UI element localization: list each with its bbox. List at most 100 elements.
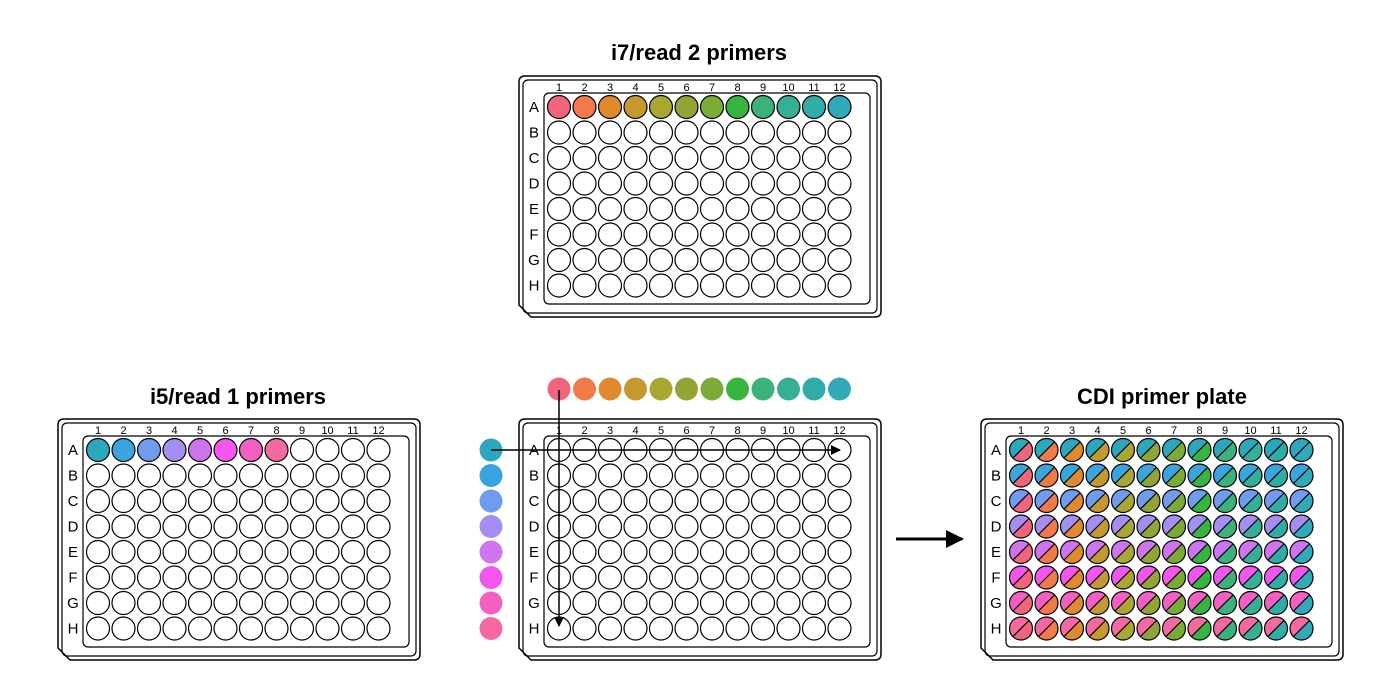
- cdi-well-i7-half: [1114, 569, 1135, 589]
- i7-well: [674, 196, 699, 222]
- cdi-well-i7-half: [1140, 620, 1160, 640]
- i7-column-label: 7: [709, 82, 715, 94]
- i5-well: [187, 437, 213, 463]
- i7-strip-dot: [700, 377, 724, 401]
- cdi-well-i5-half: [1035, 464, 1055, 484]
- cdi-well: [1187, 590, 1212, 616]
- i5-well: [264, 437, 289, 463]
- mix-well: [597, 514, 623, 539]
- cdi-well-divider: [1139, 517, 1158, 536]
- i5-column-label: 7: [248, 425, 254, 437]
- cdi-well-outline: [1289, 565, 1314, 590]
- i7-well: [750, 120, 776, 145]
- cdi-column-label: 7: [1171, 425, 1177, 437]
- cdi-well-i7-half: [1267, 594, 1288, 615]
- cdi-well-i7-half: [1267, 441, 1288, 462]
- mix-well: [597, 590, 623, 616]
- mix-well: [623, 463, 648, 488]
- i7-strip-dot: [573, 377, 596, 401]
- cdi-well-divider: [1165, 517, 1183, 536]
- i7-well: [776, 196, 801, 222]
- cdi-well-divider: [1241, 543, 1260, 561]
- cdi-well-i7-half: [1140, 467, 1160, 487]
- cdi-well: [1212, 437, 1238, 463]
- i5-well: [340, 539, 366, 565]
- i5-well: [85, 590, 111, 616]
- cdi-well-divider: [1063, 568, 1081, 587]
- cdi-well: [1110, 463, 1136, 488]
- mix-column-label: 2: [581, 425, 587, 437]
- cdi-well: [1110, 590, 1136, 616]
- cdi-well-i5-half: [1264, 617, 1285, 637]
- cdi-well-i5-half: [1035, 617, 1055, 637]
- i5-well: [136, 539, 162, 565]
- mix-column-label: 4: [632, 425, 638, 437]
- i7-well: [623, 196, 648, 222]
- cdi-well-divider: [1241, 441, 1260, 459]
- cdi-plate-rim: [984, 422, 1340, 657]
- cdi-well-divider: [1267, 594, 1285, 612]
- cdi-well-outline: [1187, 590, 1212, 616]
- i7-column-label: 8: [734, 82, 740, 94]
- cdi-well: [1238, 616, 1263, 641]
- cdi-well-outline: [1136, 488, 1161, 514]
- cdi-well: [1136, 590, 1161, 616]
- cdi-well: [1110, 488, 1136, 514]
- cdi-well-divider: [1292, 517, 1311, 536]
- cdi-well: [1212, 488, 1238, 514]
- cdi-well-i7-half: [1191, 467, 1211, 487]
- cdi-well-divider: [1114, 619, 1132, 638]
- i7-well: [750, 171, 776, 196]
- i7-well: [674, 94, 699, 120]
- i5-column-label: 12: [372, 425, 384, 437]
- cdi-well: [1289, 590, 1314, 616]
- i7-well: [648, 145, 674, 171]
- cdi-well: [1110, 539, 1136, 565]
- mix-well: [623, 590, 648, 616]
- cdi-well: [1238, 514, 1263, 539]
- cdi-well-i7-half: [1038, 620, 1058, 640]
- i7-well: [725, 196, 750, 222]
- i5-well: [264, 514, 289, 539]
- cdi-well-divider: [1292, 619, 1311, 638]
- mix-well: [597, 565, 623, 590]
- i5-well: [162, 565, 187, 590]
- cdi-well-i7-half: [1191, 543, 1211, 564]
- cdi-row-label: E: [991, 544, 1001, 561]
- i7-well: [776, 247, 801, 273]
- cdi-well: [1008, 590, 1034, 616]
- cdi-well-i5-half: [1290, 438, 1310, 459]
- cdi-well-i7-half: [1012, 467, 1033, 487]
- cdi-well-i7-half: [1089, 518, 1109, 538]
- i5-plate-rim: [61, 422, 417, 657]
- cdi-well-i5-half: [1290, 617, 1310, 637]
- cdi-well-outline: [1110, 488, 1136, 514]
- i5-well: [85, 514, 111, 539]
- cdi-well-i7-half: [1038, 441, 1058, 462]
- i7-color-strip: [547, 377, 851, 401]
- cdi-well-divider: [1292, 492, 1311, 510]
- cdi-well-divider: [1165, 594, 1183, 612]
- cdi-well-divider: [1063, 517, 1081, 536]
- cdi-well-divider: [1216, 492, 1234, 510]
- cdi-well-i7-half: [1242, 569, 1262, 589]
- cdi-well: [1008, 437, 1034, 463]
- cdi-well: [1136, 463, 1161, 488]
- cdi-well-divider: [1037, 594, 1056, 612]
- mix-column-label: 10: [782, 425, 794, 437]
- cdi-well-divider: [1267, 543, 1285, 561]
- cdi-well-divider: [1088, 619, 1107, 638]
- cdi-well-i5-half: [1290, 464, 1310, 484]
- mix-well: [827, 488, 852, 514]
- i5-well: [315, 488, 340, 514]
- cdi-well-i7-half: [1191, 620, 1211, 640]
- cdi-well-i7-half: [1293, 569, 1313, 589]
- i5-column-label: 1: [95, 425, 101, 437]
- dispense-arrows: [491, 390, 841, 627]
- mix-well: [801, 616, 827, 641]
- i7-well: [674, 171, 699, 196]
- i7-well: [546, 196, 572, 222]
- cdi-well-i5-half: [1137, 489, 1157, 510]
- i7-well: [572, 196, 597, 222]
- i7-well: [572, 273, 597, 298]
